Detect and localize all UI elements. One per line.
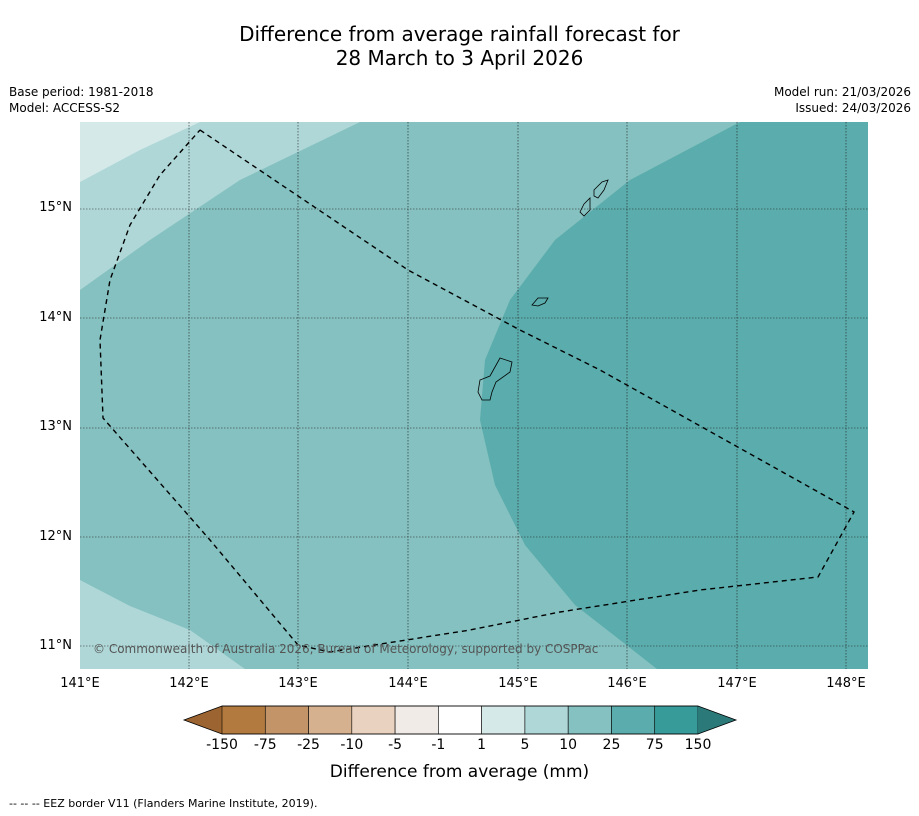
lon-label: 142°E xyxy=(169,676,209,691)
saipan-island xyxy=(593,179,609,199)
grid-lines xyxy=(80,122,868,669)
islands xyxy=(477,179,609,401)
model-run: Model run: 21/03/2026 xyxy=(773,85,911,99)
colorbar-title: Difference from average (mm) xyxy=(329,762,590,782)
colorbar-tick-label: 150 xyxy=(684,737,712,753)
base-period: Base period: 1981-2018 xyxy=(9,85,154,99)
eez-border xyxy=(99,129,855,653)
title-line-1: Difference from average rainfall forecas… xyxy=(239,22,680,46)
footnote: -- -- -- EEZ border V11 (Flanders Marine… xyxy=(9,797,318,810)
colorbar-tick-label: -10 xyxy=(340,737,364,753)
band-1-5-top xyxy=(80,122,200,182)
colorbar-extend-high xyxy=(698,706,736,734)
colorbar-tick-label: 75 xyxy=(645,737,664,753)
model-name: Model: ACCESS-S2 xyxy=(9,101,121,115)
colorbar-tick-label: 1 xyxy=(477,737,487,753)
colorbar-cell xyxy=(264,705,309,735)
colorbar-tick-label: -1 xyxy=(431,737,446,753)
issued-date: Issued: 24/03/2026 xyxy=(795,101,911,115)
colorbar-cell xyxy=(438,705,482,735)
colorbar-cell xyxy=(654,705,699,735)
colorbar-outline xyxy=(182,705,738,735)
colorbar-cell xyxy=(351,705,396,735)
colorbar-tick-label: 10 xyxy=(559,737,578,753)
colorbar-cells xyxy=(221,705,699,735)
lat-label: 11°N xyxy=(39,638,72,653)
map-title: Difference from average rainfall forecas… xyxy=(0,22,919,70)
meta-right: Model run: 21/03/2026 Issued: 24/03/2026 xyxy=(774,84,911,116)
copyright-text: © Commonwealth of Australia 2026, Bureau… xyxy=(93,642,598,656)
colorbar-tick-label: -150 xyxy=(206,737,238,753)
lon-label: 141°E xyxy=(60,676,100,691)
lon-label: 145°E xyxy=(498,676,538,691)
lon-label: 143°E xyxy=(278,676,318,691)
lon-label: 148°E xyxy=(826,676,866,691)
band-5-10-top xyxy=(80,122,360,290)
colorbar-tick-label: 25 xyxy=(602,737,621,753)
colorbar-tick-label: 5 xyxy=(520,737,530,753)
lat-label: 13°N xyxy=(39,419,72,434)
lat-label: 14°N xyxy=(39,310,72,325)
colorbar-cell xyxy=(221,705,266,735)
colorbar-cell xyxy=(611,705,656,735)
colorbar-cell xyxy=(524,705,569,735)
lon-label: 146°E xyxy=(607,676,647,691)
colorbar-cell xyxy=(394,705,439,735)
colorbar-tick-label: -25 xyxy=(297,737,320,753)
title-line-2: 28 March to 3 April 2026 xyxy=(335,46,584,70)
band-5-10-bottom xyxy=(80,580,245,669)
lat-label: 15°N xyxy=(39,200,72,215)
rainfall-field xyxy=(80,122,868,669)
lon-label: 147°E xyxy=(717,676,757,691)
lat-label: 12°N xyxy=(39,529,72,544)
colorbar-tick-label: -75 xyxy=(253,737,277,753)
colorbar-extend-low xyxy=(184,706,222,734)
colorbar xyxy=(182,705,738,735)
meta-left: Base period: 1981-2018 Model: ACCESS-S2 xyxy=(9,84,154,116)
colorbar-tick-label: -5 xyxy=(388,737,403,753)
rota-island xyxy=(531,297,549,307)
colorbar-cell xyxy=(481,705,526,735)
band-25-75 xyxy=(480,122,868,669)
guam-island xyxy=(477,357,513,401)
lon-label: 144°E xyxy=(388,676,428,691)
tinian-island xyxy=(579,197,591,217)
colorbar-cell xyxy=(308,705,353,735)
colorbar-cell xyxy=(567,705,612,735)
